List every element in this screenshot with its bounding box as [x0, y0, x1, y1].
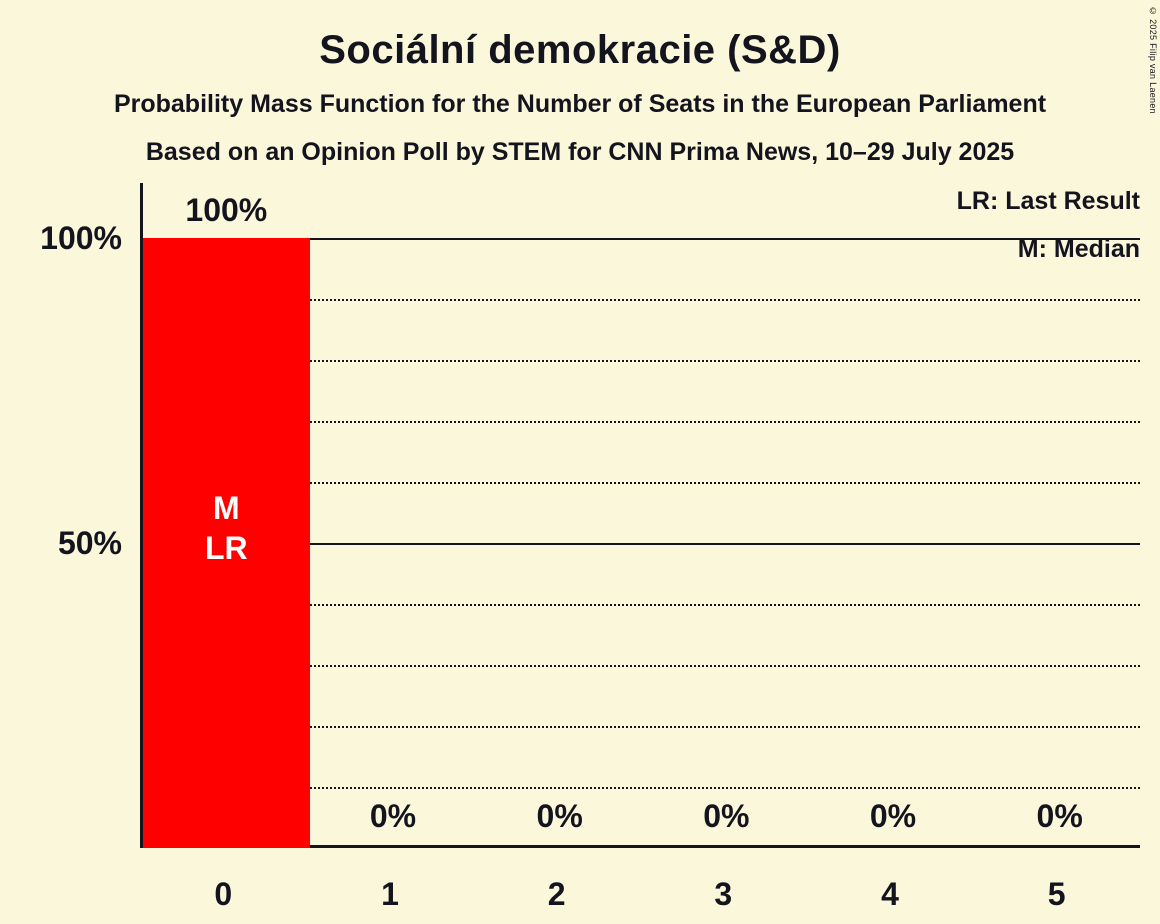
gridline-dotted-40pct — [143, 604, 1140, 606]
gridline-dotted-90pct — [143, 299, 1140, 301]
legend-last-result: LR: Last Result — [956, 187, 1140, 215]
bar-value-label-2: 0% — [536, 798, 583, 834]
bar-value-label-3: 0% — [703, 798, 750, 834]
bar-annotation-median-last-result: M LR — [143, 488, 310, 568]
bar-value-label-0: 100% — [185, 192, 268, 228]
gridline-dotted-20pct — [143, 726, 1140, 728]
x-axis-tick-3: 3 — [714, 876, 733, 912]
x-axis-tick-4: 4 — [881, 876, 899, 912]
y-axis-tick-50: 50% — [57, 525, 122, 561]
bar-value-label-4: 0% — [869, 798, 917, 834]
x-axis-labels: 0 1 2 3 4 5 — [140, 872, 1140, 916]
x-axis-tick-5: 5 — [1047, 876, 1066, 912]
gridline-dotted-60pct — [143, 482, 1140, 484]
chart-subtitle: Probability Mass Function for the Number… — [113, 90, 1047, 118]
bar-seats-0 — [143, 238, 310, 848]
copyright-notice: © 2025 Filip van Laenen — [1148, 6, 1158, 114]
gridline-dotted-10pct — [143, 787, 1140, 789]
bar-annotation-line: M — [213, 490, 240, 526]
x-axis-tick-0: 0 — [214, 876, 233, 912]
y-axis-tick-100: 100% — [40, 220, 122, 256]
chart-source-line: Based on an Opinion Poll by STEM for CNN… — [145, 138, 1015, 166]
gridline-dotted-70pct — [143, 421, 1140, 423]
chart-title: Sociální demokracie (S&D) — [319, 28, 841, 72]
bar-value-label-1: 0% — [369, 798, 417, 834]
gridline-solid-50pct — [143, 543, 1140, 545]
plot-area: 100% 0% 0% 0% 0% 0% M LR — [140, 183, 1140, 848]
x-axis-tick-1: 1 — [381, 876, 399, 912]
gridline-dotted-30pct — [143, 665, 1140, 667]
bar-value-label-5: 0% — [1036, 798, 1083, 834]
x-axis-tick-2: 2 — [547, 876, 566, 912]
bar-annotation-line: LR — [205, 530, 248, 566]
gridline-solid-100pct — [143, 238, 1140, 240]
gridline-dotted-80pct — [143, 360, 1140, 362]
